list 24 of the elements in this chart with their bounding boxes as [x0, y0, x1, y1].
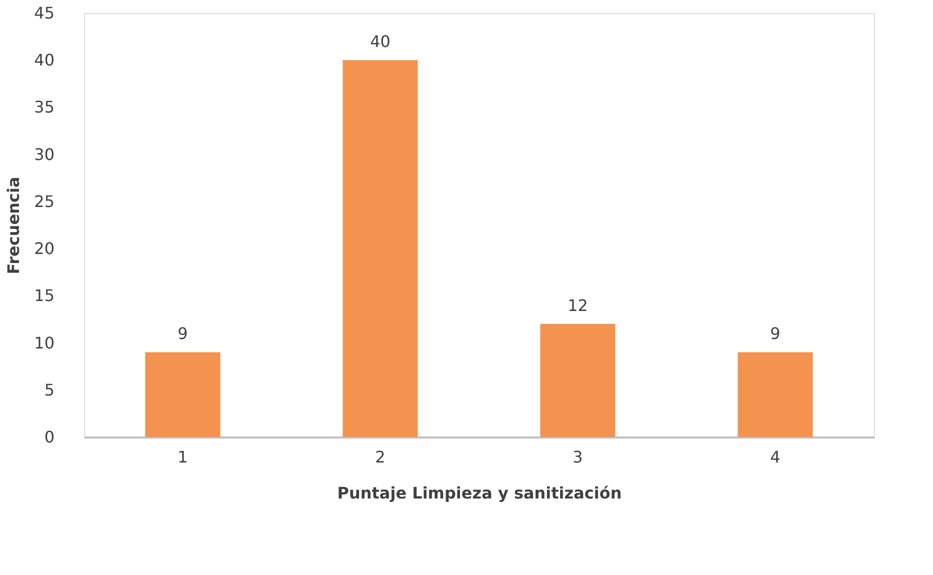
- data-label: 12: [568, 296, 588, 315]
- y-tick-label: 15: [34, 286, 54, 306]
- y-axis-title: Frecuencia: [4, 176, 24, 274]
- y-tick-label: 5: [44, 380, 54, 400]
- data-label: 9: [770, 324, 780, 344]
- y-tick-label: 0: [44, 428, 54, 446]
- x-tick-label: 3: [572, 448, 583, 466]
- y-tick-label: 10: [34, 333, 54, 352]
- x-tick-label: 1: [178, 448, 188, 466]
- y-tick-label: 35: [34, 98, 54, 117]
- x-tick-label: 2: [375, 448, 386, 466]
- y-tick-label: 25: [34, 192, 54, 211]
- bar: [540, 324, 616, 437]
- y-tick-label: 40: [34, 50, 54, 70]
- y-tick-label: 20: [34, 239, 54, 258]
- x-axis-title: Puntaje Limpieza y sanitización: [337, 484, 622, 502]
- x-tick-label: 4: [770, 448, 780, 466]
- bar: [342, 60, 418, 437]
- data-label: 40: [370, 32, 390, 52]
- bar: [145, 352, 220, 437]
- bar: [738, 352, 813, 437]
- y-tick-label: 30: [34, 144, 54, 164]
- y-tick-label: 45: [34, 4, 54, 22]
- data-label: 9: [178, 324, 188, 344]
